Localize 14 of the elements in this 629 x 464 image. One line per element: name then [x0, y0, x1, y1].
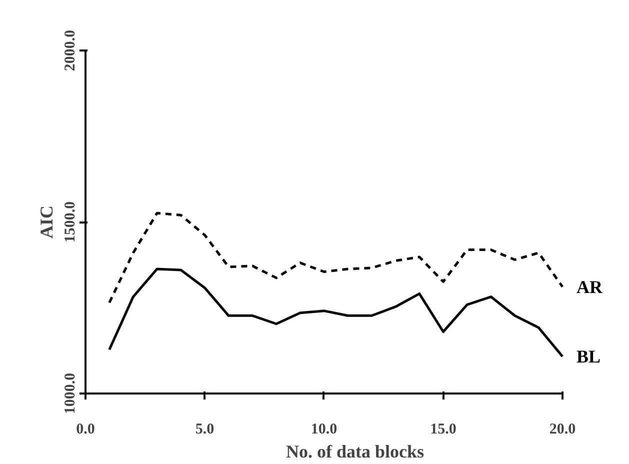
x-tick-label: 5.0 [195, 422, 214, 438]
y-tick-label: 1500.0 [62, 201, 78, 243]
line-series [108, 212, 564, 304]
y-axis-title: AIC [36, 205, 56, 238]
y-tick-label: 2000.0 [62, 30, 78, 72]
series-label: AR [576, 276, 604, 297]
x-tick-label: 15.0 [430, 422, 456, 438]
y-tick-label: 1000.0 [62, 372, 78, 414]
x-tick-label: 10.0 [310, 422, 338, 438]
x-tick-label: 0.0 [76, 422, 95, 438]
series-label: BL [576, 346, 601, 366]
line-series [108, 268, 564, 358]
x-axis-title: No. of data blocks [286, 442, 424, 462]
x-tick-label: 20.0 [549, 422, 576, 438]
